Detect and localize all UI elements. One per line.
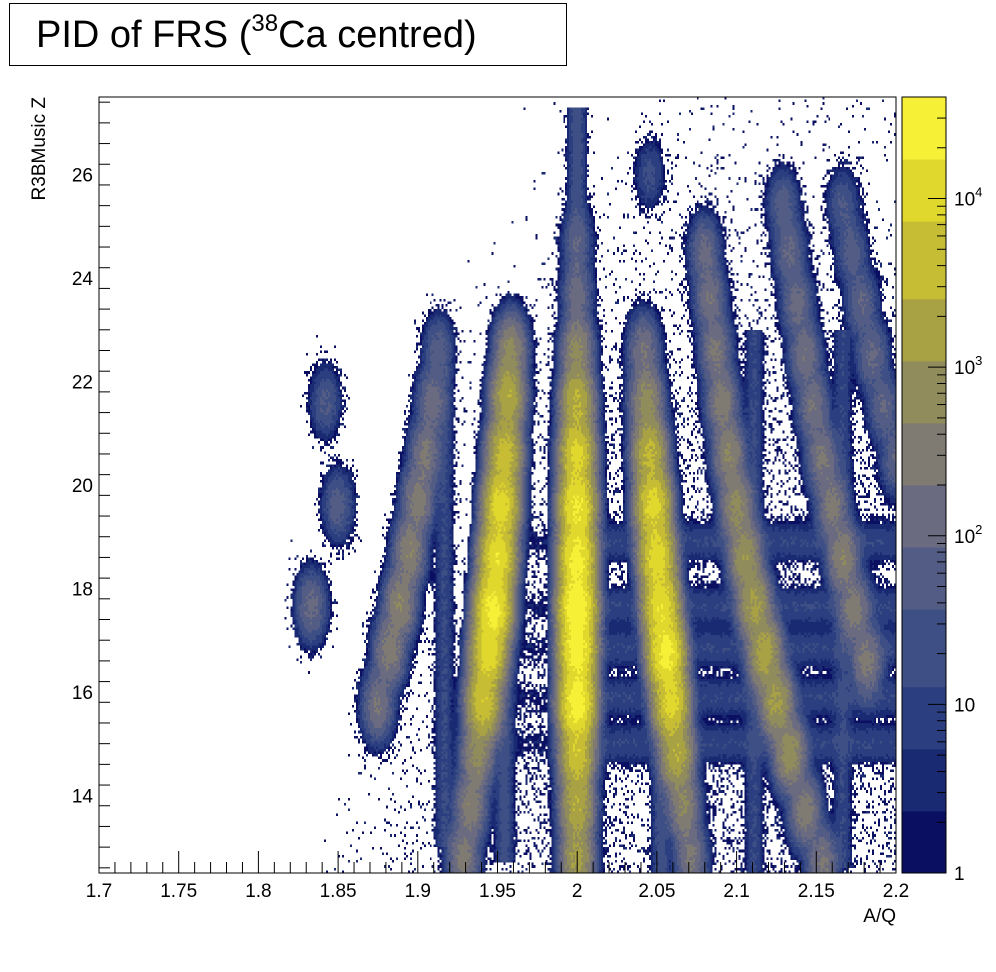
chart-title-suffix: Ca centred) xyxy=(278,14,477,56)
x-tick-label: 2.1 xyxy=(723,881,749,902)
palette-segment xyxy=(902,407,946,424)
x-tick-label: 1.95 xyxy=(479,881,516,902)
palette-segment xyxy=(902,159,946,176)
palette-segment xyxy=(902,128,946,145)
palette-segment xyxy=(902,190,946,207)
palette-tick-base: 1 xyxy=(954,864,965,885)
palette-segment xyxy=(902,391,946,408)
chart-title-prefix: PID of FRS ( xyxy=(36,14,252,56)
heatmap-cells xyxy=(99,97,896,873)
y-tick-label: 24 xyxy=(72,269,94,290)
palette-segment xyxy=(902,236,946,253)
x-tick-label: 1.75 xyxy=(160,881,197,902)
palette-tick-base: 10 xyxy=(954,527,975,548)
y-tick-label: 18 xyxy=(72,579,93,600)
palette-segment xyxy=(902,329,946,346)
palette-segment xyxy=(902,593,946,610)
axes: 1.7 1.75 1.8 1.85 1.9 1.95 2 2.05 2.1 2.15 2.2 14 16… xyxy=(72,101,909,902)
y-axis-title: R3BMusic Z xyxy=(29,97,50,201)
palette-segment xyxy=(902,314,946,331)
palette-segment xyxy=(902,267,946,284)
palette-tick-exponent: 4 xyxy=(975,185,982,200)
palette-segment xyxy=(902,376,946,393)
palette-segment xyxy=(902,779,946,796)
palette-tick-label: 104 xyxy=(954,185,982,211)
palette-segment xyxy=(902,298,946,315)
x-tick-label: 2 xyxy=(572,881,583,902)
palette-segment xyxy=(902,655,946,672)
palette-segment xyxy=(902,174,946,191)
palette-segment xyxy=(902,810,946,827)
palette-segment xyxy=(902,500,946,517)
palette-segment xyxy=(902,453,946,470)
palette-segment xyxy=(902,857,946,874)
x-tick-label: 2.15 xyxy=(798,881,835,902)
palette-segment xyxy=(902,702,946,719)
palette-segment xyxy=(902,764,946,781)
y-tick-label: 16 xyxy=(72,683,93,704)
x-tick-label: 1.7 xyxy=(86,881,112,902)
palette-segment xyxy=(902,438,946,455)
palette-tick-exponent: 3 xyxy=(975,353,982,368)
palette-segment xyxy=(902,422,946,439)
palette-segment xyxy=(902,205,946,222)
x-tick-label: 2.05 xyxy=(638,881,675,902)
y-tick-label: 20 xyxy=(72,476,93,497)
chart-title: PID of FRS (38Ca centred) xyxy=(36,10,477,57)
palette-tick-label: 1 xyxy=(954,864,965,885)
palette-segment xyxy=(902,547,946,564)
palette-segment xyxy=(902,252,946,269)
palette-tick-label: 103 xyxy=(954,353,982,379)
palette-segment xyxy=(902,841,946,858)
palette-segment xyxy=(902,795,946,812)
y-tick-label: 14 xyxy=(72,786,94,807)
palette-segment xyxy=(902,485,946,502)
palette-segment xyxy=(902,640,946,657)
y-tick-label: 26 xyxy=(72,166,93,187)
palette-segment xyxy=(902,360,946,377)
palette-tick-label: 102 xyxy=(954,522,982,548)
palette-segment xyxy=(902,826,946,843)
palette-tick-base: 10 xyxy=(954,358,975,379)
palette-segment xyxy=(902,562,946,579)
palette-tick-base: 10 xyxy=(954,695,975,716)
chart-title-box: PID of FRS (38Ca centred) xyxy=(9,3,567,66)
palette-segment xyxy=(902,469,946,486)
palette-tick-base: 10 xyxy=(954,190,975,211)
chart-title-superscript: 38 xyxy=(251,10,279,37)
x-tick-label: 1.85 xyxy=(320,881,357,902)
x-tick-label: 1.8 xyxy=(245,881,271,902)
palette-segment xyxy=(902,733,946,750)
palette-tick-label: 10 xyxy=(954,695,975,716)
palette-segment xyxy=(902,748,946,765)
heatmap-image xyxy=(99,97,896,873)
palette-segment xyxy=(902,221,946,238)
palette-segment xyxy=(902,717,946,734)
palette-segment xyxy=(902,531,946,548)
palette-segment xyxy=(902,624,946,641)
palette-segment xyxy=(902,345,946,362)
palette-segment xyxy=(902,578,946,595)
x-axis-title: A/Q xyxy=(863,906,896,927)
palette-segment xyxy=(902,97,946,114)
x-tick-label: 1.9 xyxy=(405,881,431,902)
palette-segment xyxy=(902,671,946,688)
palette-segment xyxy=(902,112,946,129)
y-tick-label: 22 xyxy=(72,373,93,394)
palette-segment xyxy=(902,283,946,300)
palette-segment xyxy=(902,143,946,160)
palette-segment xyxy=(902,516,946,533)
x-tick-label: 2.2 xyxy=(883,881,909,902)
palette-segment xyxy=(902,609,946,626)
palette-tick-exponent: 2 xyxy=(975,522,982,537)
palette-segment xyxy=(902,686,946,703)
